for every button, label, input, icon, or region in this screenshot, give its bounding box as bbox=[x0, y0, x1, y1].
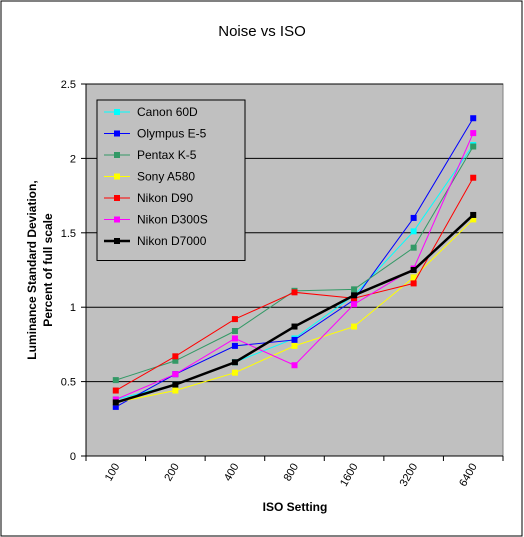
series-sony-a580 bbox=[112, 216, 477, 406]
series-nikon-d7000 bbox=[112, 211, 477, 406]
data-point bbox=[410, 244, 417, 251]
legend-item: Nikon D90 bbox=[104, 191, 193, 205]
data-point bbox=[231, 342, 238, 349]
legend-label: Nikon D7000 bbox=[137, 234, 207, 248]
data-point bbox=[470, 174, 477, 181]
y-tick-label: 2 bbox=[70, 153, 76, 165]
data-point bbox=[470, 130, 477, 137]
data-point bbox=[231, 369, 238, 376]
data-point bbox=[410, 267, 417, 273]
legend: Canon 60D Olympus E-5 Pentax K-5 Sony A580 N… bbox=[96, 99, 246, 261]
legend-box bbox=[96, 99, 246, 261]
y-tick-label: 0.5 bbox=[61, 377, 76, 389]
data-point bbox=[172, 387, 179, 394]
data-point bbox=[291, 289, 298, 296]
data-point bbox=[410, 214, 417, 221]
data-point bbox=[112, 403, 119, 410]
legend-label: Olympus E-5 bbox=[137, 127, 207, 141]
data-point bbox=[291, 323, 298, 330]
data-point bbox=[470, 115, 477, 122]
legend-item: Nikon D300S bbox=[104, 213, 208, 227]
legend-label: Canon 60D bbox=[137, 105, 198, 119]
y-axis: 0 0.5 1 1.5 2 2.5 bbox=[61, 79, 87, 463]
legend-label: Nikon D90 bbox=[137, 191, 193, 205]
data-point bbox=[470, 211, 477, 218]
data-point bbox=[351, 292, 358, 299]
data-point bbox=[410, 280, 417, 287]
y-tick-label: 1.5 bbox=[61, 228, 76, 240]
legend-swatch-marker bbox=[114, 130, 120, 137]
data-point bbox=[112, 387, 119, 394]
data-point bbox=[291, 336, 298, 343]
data-point bbox=[231, 359, 238, 366]
y-tick-label: 2.5 bbox=[61, 79, 76, 91]
data-point bbox=[291, 362, 298, 369]
legend-item: Pentax K-5 bbox=[104, 148, 197, 162]
legend-item: Nikon D7000 bbox=[104, 234, 207, 248]
data-point bbox=[231, 335, 238, 342]
data-point bbox=[172, 371, 179, 378]
legend-label: Sony A580 bbox=[137, 170, 195, 184]
data-point bbox=[172, 357, 179, 364]
data-point bbox=[410, 274, 417, 281]
legend-item: Sony A580 bbox=[104, 170, 195, 184]
legend-item: Canon 60D bbox=[104, 105, 198, 119]
legend-label: Pentax K-5 bbox=[137, 148, 197, 162]
data-point bbox=[231, 316, 238, 323]
legend-swatch-marker bbox=[114, 195, 120, 201]
y-tick-label: 0 bbox=[70, 451, 76, 463]
legend-swatch-marker bbox=[114, 109, 120, 115]
data-point bbox=[112, 377, 119, 384]
data-point bbox=[231, 328, 238, 335]
y-axis-title-line-1: Luminance Standard Deviation, bbox=[25, 180, 39, 359]
data-point bbox=[410, 228, 417, 235]
data-point bbox=[291, 342, 298, 349]
legend-swatch-marker bbox=[114, 216, 120, 223]
data-point bbox=[351, 286, 358, 293]
data-point bbox=[172, 381, 179, 388]
data-point bbox=[112, 399, 119, 406]
data-point bbox=[351, 323, 358, 330]
chart-title: Noise vs ISO bbox=[218, 23, 306, 40]
series-lines bbox=[112, 115, 477, 410]
y-axis-title-line-2: Percent of full scale bbox=[41, 213, 55, 327]
data-point bbox=[470, 143, 477, 150]
data-point bbox=[351, 301, 358, 308]
data-point bbox=[172, 353, 179, 360]
y-tick-label: 1 bbox=[70, 302, 76, 314]
x-axis-title: ISO Setting bbox=[263, 500, 328, 514]
legend-swatch-marker bbox=[114, 173, 120, 180]
legend-swatch-marker bbox=[114, 152, 120, 158]
data-point bbox=[470, 216, 477, 223]
legend-swatch-marker bbox=[114, 238, 120, 244]
legend-item: Olympus E-5 bbox=[104, 127, 207, 141]
legend-label: Nikon D300S bbox=[137, 213, 208, 227]
